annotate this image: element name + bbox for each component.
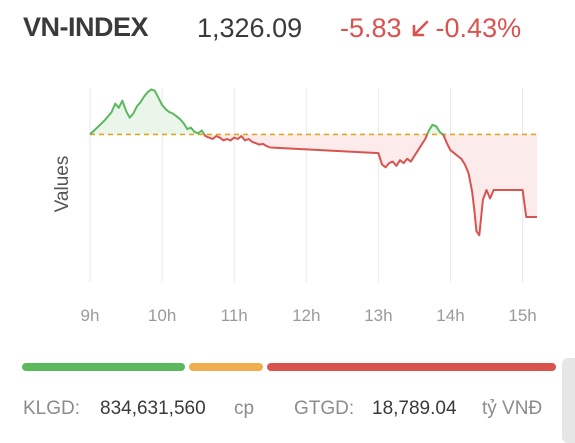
index-name: VN-INDEX (23, 12, 149, 42)
chart-area-fills (90, 89, 537, 236)
value-unit: tỷ VNĐ (482, 398, 543, 419)
index-change: -5.83 -0.43% (340, 13, 521, 46)
intraday-chart: 9h 10h 11h 12h 13h 14h 15h Values (52, 88, 537, 325)
index-header: VN-INDEX 1,326.09 -5.83 -0.43% (0, 0, 575, 60)
x-tick-15h: 15h (508, 306, 536, 325)
arrow-down-left-icon (410, 15, 430, 46)
y-axis-label: Values (52, 156, 73, 213)
x-tick-9h: 9h (81, 306, 100, 325)
price-line-group (89, 88, 537, 237)
loss-area-3 (442, 134, 537, 236)
advancers-bar (22, 363, 186, 371)
unchanged-bar (189, 363, 263, 371)
gain-line-0 (89, 88, 206, 136)
gain-area-0 (90, 89, 205, 135)
x-tick-11h: 11h (221, 306, 248, 325)
index-value: 1,326.09 (197, 13, 303, 43)
x-tick-13h: 13h (364, 306, 392, 325)
x-axis-ticks: 9h 10h 11h 12h 13h 14h 15h (81, 306, 537, 325)
x-tick-14h: 14h (436, 306, 464, 325)
scrollbar-thumb[interactable] (562, 358, 575, 443)
x-tick-12h: 12h (292, 306, 320, 325)
change-points: -5.83 (340, 13, 402, 43)
loss-line-1 (203, 133, 429, 169)
decliners-bar (266, 363, 556, 371)
volume-label: KLGD: (23, 398, 81, 419)
volume-unit: cp (234, 398, 255, 419)
loss-line-3 (442, 133, 537, 237)
loss-area-1 (204, 134, 428, 168)
value-value: 18,789.04 (372, 398, 457, 419)
x-tick-10h: 10h (148, 306, 176, 325)
volume-value: 834,631,560 (100, 398, 206, 419)
gain-line-2 (426, 123, 444, 136)
change-percent: -0.43% (435, 13, 522, 43)
value-label: GTGD: (294, 398, 355, 419)
